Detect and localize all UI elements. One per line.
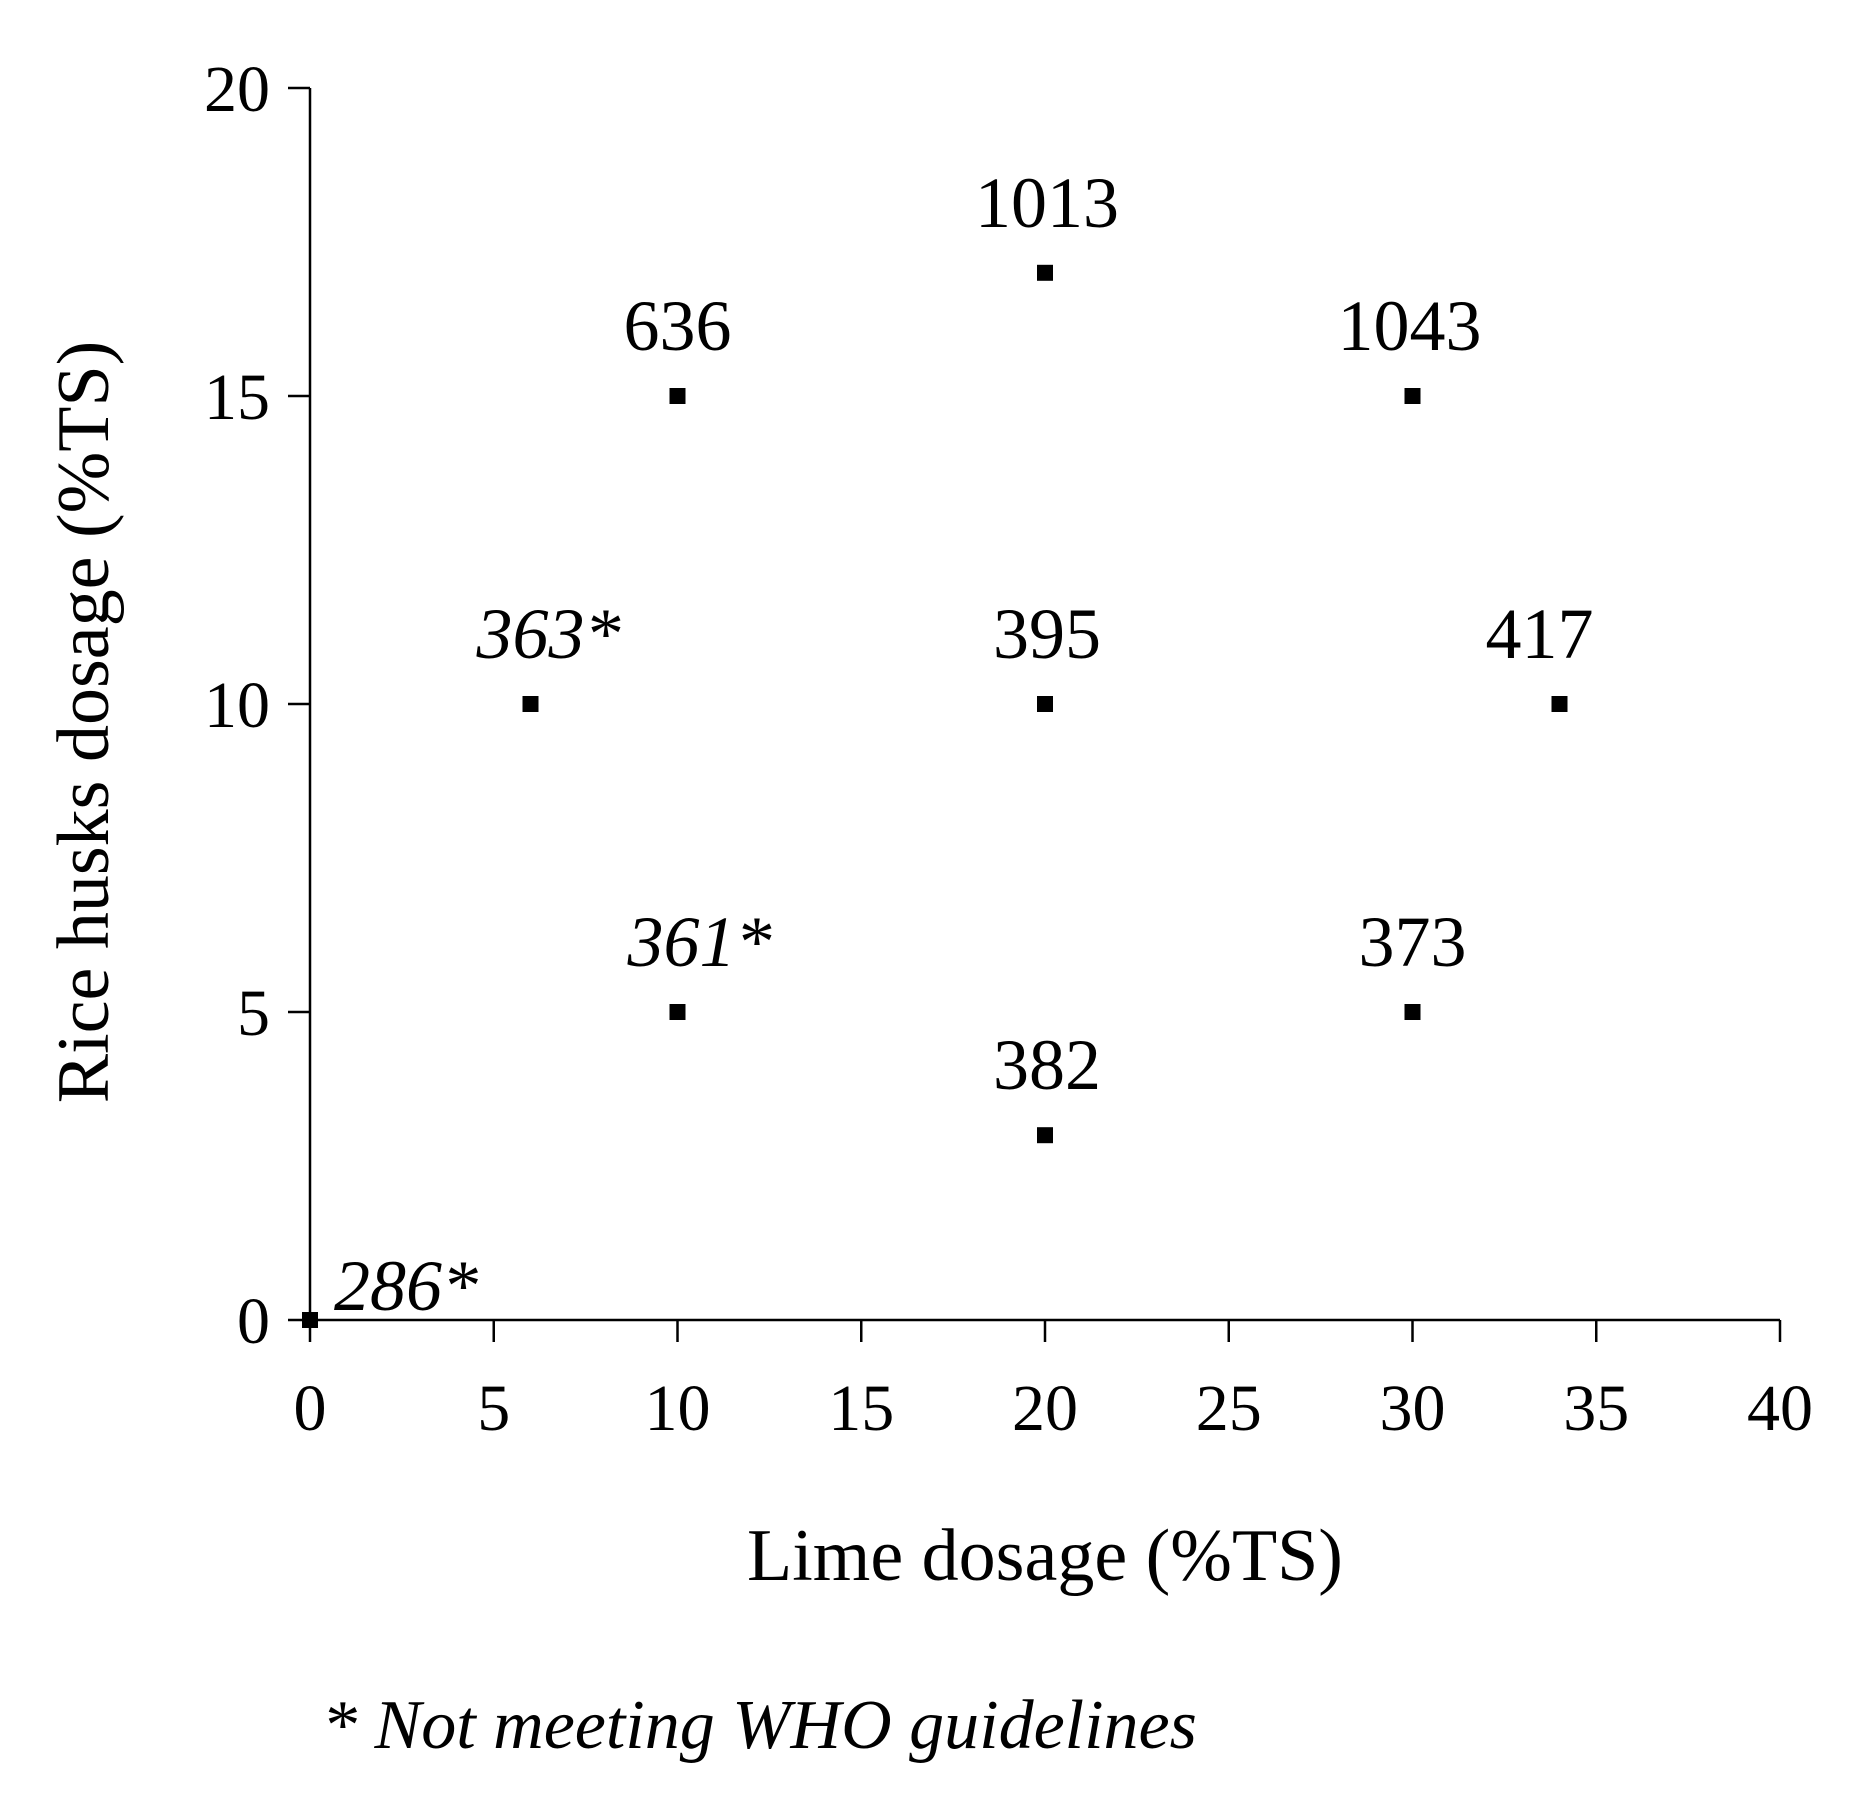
- data-label: 382: [993, 1025, 1101, 1105]
- data-label: 417: [1486, 594, 1594, 674]
- data-point: [1037, 1127, 1053, 1144]
- x-tick-label: 40: [1747, 1372, 1813, 1445]
- y-tick-label: 10: [204, 669, 270, 742]
- data-label: 363*: [476, 594, 621, 674]
- data-point: [1037, 696, 1053, 712]
- y-tick-label: 5: [237, 977, 270, 1050]
- data-point: [1404, 1004, 1421, 1020]
- x-tick-label: 35: [1563, 1372, 1629, 1445]
- x-tick-label: 30: [1380, 1372, 1446, 1445]
- y-tick-label: 0: [237, 1285, 270, 1358]
- x-tick-label: 5: [477, 1372, 510, 1445]
- data-point: [1551, 696, 1568, 712]
- data-label: 1013: [975, 163, 1119, 243]
- data-point: [1037, 264, 1053, 281]
- data-label: 1043: [1338, 286, 1482, 366]
- data-label: 286*: [334, 1246, 478, 1326]
- data-points: [302, 264, 1568, 1328]
- data-point: [669, 1004, 686, 1020]
- y-tick-label: 15: [204, 361, 270, 434]
- data-point: [669, 388, 686, 404]
- data-point: [302, 1312, 318, 1328]
- x-tick-label: 15: [828, 1372, 894, 1445]
- y-tick-label: 20: [204, 53, 270, 126]
- x-tick-label: 0: [294, 1372, 327, 1445]
- y-axis-title: Rice husks dosage (%TS): [43, 341, 125, 1103]
- axes: 0 5 10 15 20 25 30 35 40 0 5 10 15 20: [204, 53, 1813, 1445]
- x-axis-title: Lime dosage (%TS): [747, 1515, 1343, 1597]
- data-label: 636: [624, 286, 732, 366]
- x-tick-label: 10: [645, 1372, 711, 1445]
- data-label: 361*: [627, 902, 772, 982]
- data-point: [522, 696, 539, 712]
- x-tick-label: 25: [1196, 1372, 1262, 1445]
- footnote: * Not meeting WHO guidelines: [322, 1687, 1197, 1764]
- data-point: [1404, 388, 1421, 404]
- x-tick-label: 20: [1012, 1372, 1078, 1445]
- data-labels: 286* 363* 361* 636 382 395 1013 373 1043 417: [334, 163, 1594, 1326]
- data-label: 395: [993, 594, 1101, 674]
- data-label: 373: [1359, 902, 1467, 982]
